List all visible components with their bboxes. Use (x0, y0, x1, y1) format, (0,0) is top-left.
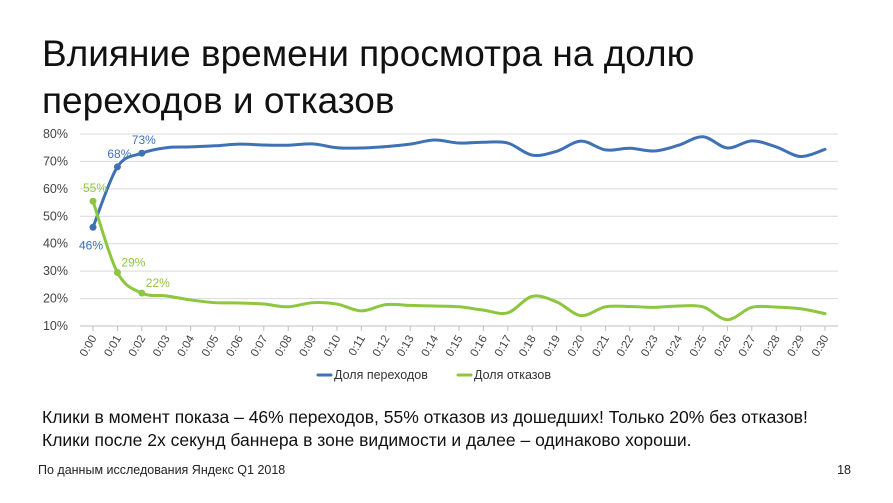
series-line (91, 199, 827, 322)
x-tick-label: 0:26 (712, 334, 734, 359)
data-point (113, 269, 121, 277)
data-label: 73% (132, 133, 156, 147)
data-point (113, 163, 121, 171)
x-tick-label: 0:03 (151, 334, 173, 359)
data-labels: 46% 68%73% 55% 29%22% (79, 133, 170, 290)
x-tick-label: 0:15 (444, 334, 466, 359)
y-tick-label: 40% (43, 237, 68, 251)
data-label: 55% (83, 181, 107, 195)
page-title: Влияние времени просмотра на долю перехо… (42, 33, 695, 121)
x-tick-label: 0:02 (127, 334, 149, 359)
x-tick-label: 0:07 (249, 334, 271, 359)
y-tick-label: 30% (43, 264, 68, 278)
data-point (89, 197, 97, 205)
chart-series (89, 135, 827, 322)
x-tick-label: 0:30 (810, 334, 832, 359)
data-point (138, 149, 146, 157)
y-tick-label: 50% (43, 209, 68, 223)
data-point (138, 289, 146, 297)
y-tick-label: 80% (43, 127, 68, 141)
x-tick-label: 0:05 (200, 334, 222, 359)
x-tick-label: 0:10 (322, 334, 344, 359)
x-tick-label: 0:16 (468, 334, 490, 359)
legend-label: Доля переходов (334, 368, 428, 382)
footer-source: По данным исследования Яндекс Q1 2018 (38, 463, 286, 477)
legend-label: Доля отказов (474, 368, 551, 382)
y-tick-label: 70% (43, 154, 68, 168)
x-tick-label: 0:17 (493, 334, 515, 359)
y-tick-label: 20% (43, 292, 68, 306)
series-line (91, 135, 827, 229)
x-tick-label: 0:13 (395, 334, 417, 359)
x-tick-label: 0:22 (615, 334, 637, 359)
x-tick-label: 0:11 (347, 334, 368, 359)
x-tick-label: 0:29 (786, 334, 808, 359)
note-line-2: Клики после 2х секунд баннера в зоне вид… (42, 430, 692, 450)
x-axis: 0:00 0:01 0:02 0:03 0:04 0:05 0:06 0:07 0:08 0:09… (78, 326, 832, 359)
x-tick-label: 0:28 (761, 334, 783, 359)
y-tick-label: 10% (43, 319, 68, 333)
note-line-1: Клики в момент показа – 46% переходов, 5… (42, 407, 808, 427)
x-tick-label: 0:21 (590, 334, 612, 359)
notes: Клики в момент показа – 46% переходов, 5… (42, 406, 808, 452)
x-tick-label: 0:18 (517, 334, 539, 359)
x-tick-label: 0:24 (664, 333, 686, 359)
data-label: 46% (79, 238, 103, 252)
data-label: 29% (121, 256, 145, 270)
y-tick-label: 60% (43, 182, 68, 196)
y-axis-ticks: 10% 20% 30% 40% 50% 60% 70% 80% (43, 127, 68, 333)
x-tick-label: 0:20 (566, 334, 588, 359)
x-tick-label: 0:25 (688, 334, 710, 359)
chart-legend: Доля переходов Доля отказов (316, 368, 551, 382)
x-tick-label: 0:19 (542, 334, 564, 359)
line-chart: 10%20%30%40%50%60%70%80% 0:00 0:01 0:02 0:0… (43, 127, 838, 382)
x-tick-label: 0:06 (224, 334, 246, 359)
data-label: 68% (107, 147, 131, 161)
data-label: 22% (146, 276, 170, 290)
x-tick-label: 0:04 (176, 333, 198, 359)
x-tick-label: 0:01 (102, 334, 124, 359)
chart-gridlines (80, 133, 838, 327)
x-tick-label: 0:09 (298, 334, 320, 359)
data-point (89, 223, 97, 231)
x-tick-label: 0:08 (273, 334, 295, 359)
x-tick-label: 0:27 (737, 334, 759, 359)
x-tick-label: 0:00 (78, 334, 100, 359)
x-tick-label: 0:12 (371, 334, 393, 359)
x-tick-label: 0:23 (639, 334, 661, 359)
x-tick-label: 0:14 (420, 333, 442, 359)
page-number: 18 (837, 463, 851, 477)
